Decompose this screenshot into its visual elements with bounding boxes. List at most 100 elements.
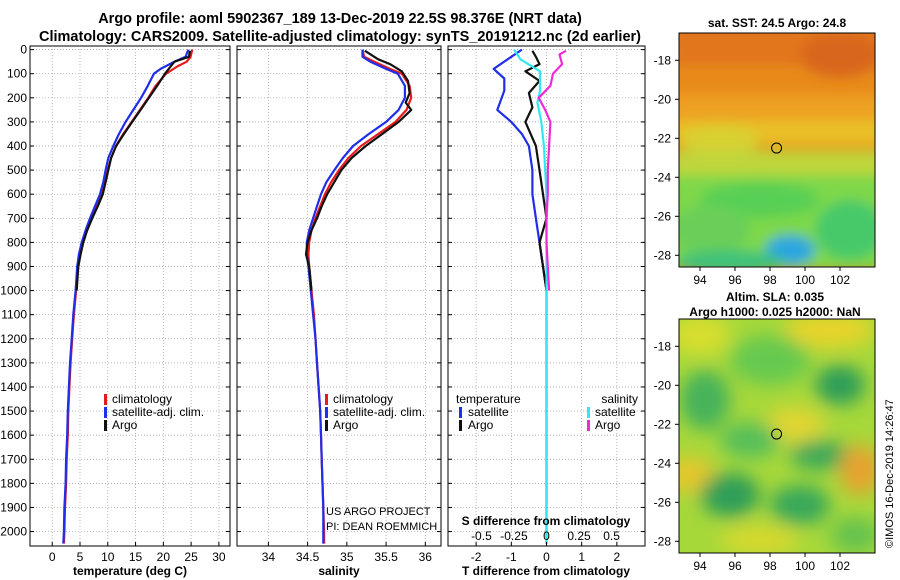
lat-tick-label: -22 — [654, 131, 672, 145]
depth-tick-label: 1900 — [0, 500, 27, 514]
x-tick-label: 34 — [262, 550, 276, 564]
legend-swatch-argo — [325, 420, 328, 431]
s-diff-tick-label: 0.25 — [567, 529, 591, 543]
s-diff-tick-label: 0.5 — [603, 529, 620, 543]
depth-tick-label: 1300 — [0, 356, 27, 370]
s-diff-tick-label: -0.5 — [471, 529, 492, 543]
salinity-legend: climatology satellite-adj. clim. Argo — [325, 392, 425, 432]
lon-tick-label: 98 — [763, 559, 777, 573]
x-tick-label: 35 — [340, 550, 354, 564]
legend-label-s-argo: Argo — [595, 418, 621, 432]
legend-swatch-t-argo — [459, 420, 462, 431]
x-tick-label: 0 — [49, 550, 56, 564]
lat-tick-label: -20 — [654, 378, 672, 392]
x-tick-label: -1 — [506, 550, 517, 564]
t-difference-x-label: T difference from climatology — [462, 564, 630, 578]
argo-line — [304, 49, 413, 291]
depth-tick-label: 100 — [7, 67, 27, 81]
x-tick-label: 10 — [101, 550, 115, 564]
legend-swatch-s-satellite — [587, 407, 590, 418]
salinity-argo-line — [537, 49, 567, 291]
sla-heatmap — [679, 319, 875, 553]
depth-tick-label: 0 — [20, 43, 27, 57]
depth-tick-label: 200 — [7, 91, 27, 105]
sst-map-panel: sat. SST: 24.5 Argo: 24.8 94 96 98 100 102 -1… — [654, 16, 876, 287]
depth-tick-label: 300 — [7, 115, 27, 129]
lat-tick-label: -28 — [654, 248, 672, 262]
difference-legend: temperature satellite Argo salinity sate… — [456, 392, 638, 432]
lon-tick-label: 94 — [693, 273, 707, 287]
lon-tick-label: 94 — [693, 559, 707, 573]
temperature-plot-frame — [29, 45, 231, 547]
lon-tick-label: 100 — [795, 559, 815, 573]
legend-label-t-argo: Argo — [468, 418, 494, 432]
depth-tick-label: 2000 — [0, 525, 27, 539]
depth-tick-label: 1500 — [0, 404, 27, 418]
legend-label-s-satellite: satellite — [595, 405, 636, 419]
lat-tick-label: -24 — [654, 170, 672, 184]
sst-map-title: sat. SST: 24.5 Argo: 24.8 — [708, 16, 847, 30]
depth-tick-label: 800 — [7, 235, 27, 249]
title-line-1: Argo profile: aoml 5902367_189 13-Dec-20… — [98, 11, 582, 27]
x-tick-label: 2 — [614, 550, 621, 564]
x-tick-label: 5 — [77, 550, 84, 564]
lat-tick-label: -20 — [654, 92, 672, 106]
legend-swatch-climatology — [104, 394, 107, 405]
depth-tick-label: 1800 — [0, 476, 27, 490]
lon-tick-label: 96 — [728, 273, 742, 287]
temperature-x-label: temperature (deg C) — [73, 564, 187, 578]
x-tick-label: 34.5 — [296, 550, 320, 564]
s-diff-tick-label: -0.25 — [500, 529, 528, 543]
lon-tick-label: 98 — [763, 273, 777, 287]
temperature-satellite-line — [492, 48, 548, 544]
salinity-satellite-line — [513, 48, 548, 544]
depth-tick-label: 400 — [7, 139, 27, 153]
argo-float-marker — [771, 428, 783, 440]
satellite-adj-clim--line — [305, 49, 406, 544]
depth-tick-label: 1600 — [0, 428, 27, 442]
x-tick-label: 25 — [184, 550, 198, 564]
x-tick-label: 0 — [543, 550, 550, 564]
legend-label-argo: Argo — [333, 418, 359, 432]
figure-title: Argo profile: aoml 5902367_189 13-Dec-20… — [20, 10, 660, 46]
project-annotation-line-1: US ARGO PROJECT — [326, 506, 431, 518]
lat-tick-label: -18 — [654, 53, 672, 67]
x-tick-label: 20 — [157, 550, 171, 564]
argo-line — [75, 50, 192, 291]
lat-tick-label: -26 — [654, 495, 672, 509]
depth-tick-label: 1400 — [0, 380, 27, 394]
lat-tick-label: -24 — [654, 456, 672, 470]
project-annotation-line-2: PI: DEAN ROEMMICH — [326, 521, 437, 533]
sla-map-frame — [678, 318, 876, 554]
salinity-plot-frame — [236, 45, 442, 547]
sla-map-title: Altim. SLA: 0.035 — [726, 290, 824, 304]
x-tick-label: -2 — [471, 550, 482, 564]
salinity-profile-panel: 34 34.5 35 35.5 36 salinity climatology sate… — [236, 45, 442, 578]
legend-swatch-satellite — [104, 407, 107, 418]
legend-swatch-climatology — [325, 394, 328, 405]
x-tick-label: 1 — [578, 550, 585, 564]
satellite-adj-clim--line — [62, 49, 190, 544]
s-diff-tick-label: 0 — [543, 529, 550, 543]
imos-credit: ©IMOS 16-Dec-2019 14:26:47 — [884, 399, 896, 548]
lon-tick-label: 102 — [830, 273, 850, 287]
legend-label-climatology: climatology — [333, 392, 393, 406]
s-difference-x-label: S difference from climatology — [462, 514, 631, 528]
depth-tick-label: 1100 — [1, 308, 27, 322]
depth-tick-label: 500 — [7, 163, 27, 177]
lat-tick-label: -18 — [654, 339, 672, 353]
depth-tick-label: 1000 — [0, 284, 27, 298]
temperature-argo-line — [524, 50, 548, 291]
depth-tick-label: 600 — [7, 187, 27, 201]
legend-label-t-satellite: satellite — [468, 405, 509, 419]
sla-map-panel: Altim. SLA: 0.035 Argo h1000: 0.025 h200… — [654, 290, 876, 573]
depth-tick-label: 700 — [7, 211, 27, 225]
sst-heatmap — [679, 33, 875, 267]
x-tick-label: 36 — [419, 550, 433, 564]
climatology-line — [62, 49, 194, 544]
depth-tick-label: 1200 — [0, 332, 27, 346]
legend-title-salinity: salinity — [601, 392, 638, 406]
title-line-2: Climatology: CARS2009. Satellite-adjuste… — [39, 29, 641, 45]
lon-tick-label: 96 — [728, 559, 742, 573]
